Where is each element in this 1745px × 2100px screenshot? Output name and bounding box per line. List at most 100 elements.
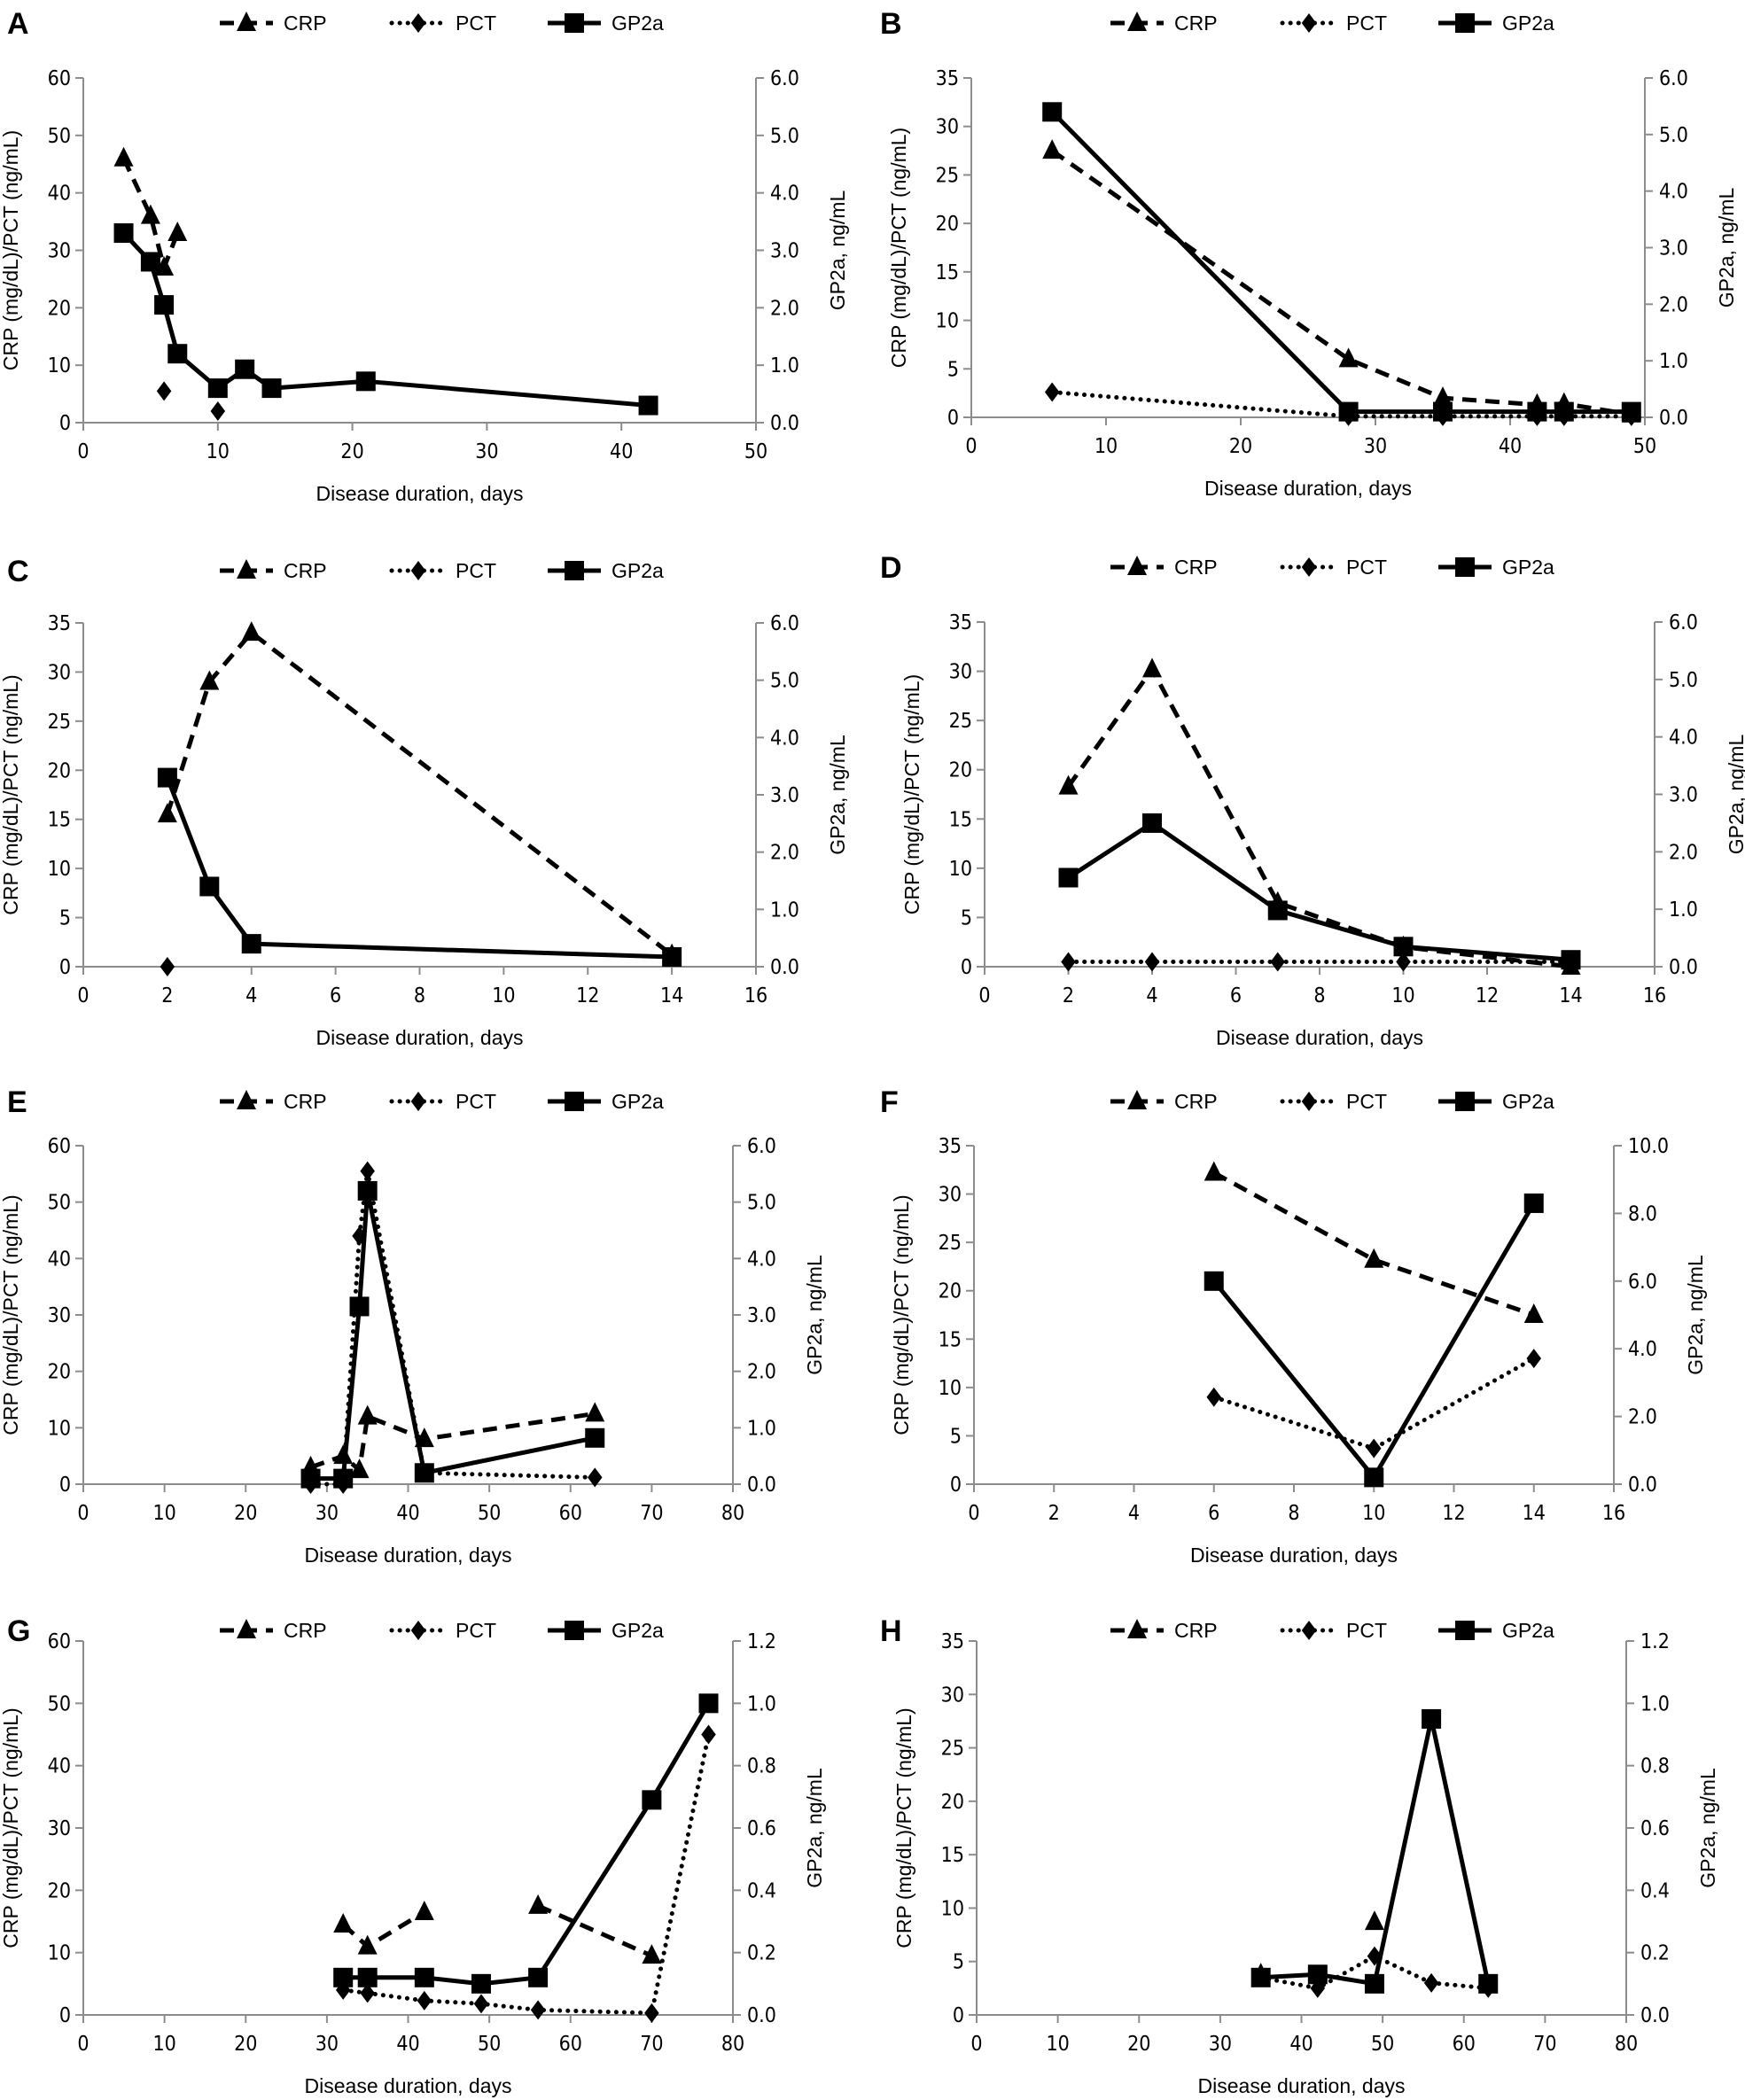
y2-tick-label: 3.0 [747, 1304, 776, 1327]
series-gp2a [113, 223, 658, 416]
x-axis-title: Disease duration, days [316, 1026, 524, 1049]
legend-label-gp2a: GP2a [1502, 1619, 1554, 1642]
y-tick-label: 10 [939, 1377, 962, 1400]
data-point-gp2a [638, 395, 658, 416]
y-tick-label: 20 [48, 297, 71, 320]
series-gp2a [1042, 102, 1641, 422]
series-pct [1206, 1349, 1541, 1458]
y2-axis-title: GP2a, ng/mL [803, 1255, 826, 1375]
y2-axis-title: GP2a, ng/mL [1696, 1768, 1719, 1888]
data-point-crp [357, 1934, 378, 1955]
legend-marker-triangle-icon [1127, 556, 1147, 575]
data-point-gp2a [167, 344, 188, 364]
y-tick-label: 10 [48, 858, 71, 881]
data-point-pct [1144, 952, 1160, 972]
y-tick-label: 60 [48, 1630, 71, 1653]
series-line-gp2a [1050, 110, 1632, 415]
data-point-gp2a [1393, 937, 1414, 957]
x-tick-label: 50 [1633, 435, 1656, 458]
y-tick-label: 60 [48, 1135, 71, 1158]
series-line-crp [537, 1903, 653, 1958]
data-point-gp2a [140, 252, 160, 272]
y2-tick-label: 0.0 [1669, 956, 1698, 979]
x-tick-label: 12 [576, 984, 599, 1007]
y-tick-label: 35 [936, 67, 959, 90]
legend-label-crp: CRP [284, 559, 327, 582]
data-point-crp [1142, 657, 1162, 678]
y2-tick-label: 2.0 [747, 1361, 776, 1384]
y-tick-label: 25 [48, 711, 71, 734]
data-point-gp2a [471, 1973, 491, 1994]
y2-tick-label: 0.8 [1640, 1755, 1670, 1778]
y-tick-label: 35 [941, 1630, 964, 1653]
y-tick-label: 10 [48, 1942, 71, 1965]
legend-label-pct: PCT [456, 12, 496, 35]
x-tick-label: 10 [152, 1502, 175, 1525]
legend-label-crp: CRP [284, 1619, 327, 1642]
legend-label-gp2a: GP2a [612, 1619, 664, 1642]
y-tick-label: 30 [48, 1817, 71, 1840]
y-tick-label: 60 [48, 67, 71, 90]
legend-marker-triangle-icon [1127, 12, 1147, 31]
data-point-gp2a [528, 1967, 549, 1987]
y2-axis-title: GP2a, ng/mL [1684, 1255, 1707, 1375]
legend-label-gp2a: GP2a [612, 1090, 664, 1113]
legend-marker-triangle-icon [1127, 1619, 1147, 1638]
y2-tick-label: 5.0 [1669, 669, 1698, 692]
x-tick-label: 14 [1559, 984, 1582, 1007]
y2-tick-label: 0.2 [747, 1942, 776, 1965]
y2-tick-label: 2.0 [1628, 1406, 1657, 1429]
series-gp2a [1204, 1193, 1544, 1488]
x-tick-label: 0 [77, 984, 89, 1007]
data-point-pct [1044, 382, 1060, 402]
data-point-pct [1270, 952, 1285, 972]
y2-tick-label: 0.6 [1640, 1817, 1670, 1840]
legend-label-pct: PCT [456, 559, 496, 582]
y-axis-title: CRP (mg/dL)/PCT (ng/mL) [0, 1194, 22, 1435]
y2-tick-label: 0.6 [747, 1817, 776, 1840]
data-point-pct [360, 1983, 375, 2003]
y-tick-label: 30 [48, 1304, 71, 1327]
series-gp2a [333, 1693, 719, 1994]
legend-marker-diamond-icon [1301, 557, 1317, 577]
data-point-gp2a [241, 934, 261, 954]
y2-tick-label: 2.0 [770, 842, 799, 865]
data-point-gp2a [1338, 401, 1359, 422]
y-axis-title: CRP (mg/dL)/PCT (ng/mL) [892, 1707, 915, 1948]
y-tick-label: 50 [48, 1692, 71, 1715]
x-tick-label: 6 [330, 984, 341, 1007]
panel-label: G [7, 1614, 30, 1648]
x-tick-label: 10 [492, 984, 515, 1007]
x-tick-label: 10 [1362, 1502, 1385, 1525]
data-point-gp2a [157, 767, 177, 788]
data-point-gp2a [1554, 401, 1574, 422]
data-point-gp2a [300, 1468, 321, 1489]
chart-svg: E CRP PCT GP2a 0 10 20 30 40 50 60 70 80 0 10 20 30 40 50 6… [0, 1085, 826, 1567]
y-tick-label: 30 [936, 116, 959, 139]
data-point-crp [1523, 1303, 1544, 1323]
x-tick-label: 16 [744, 984, 767, 1007]
y-tick-label: 50 [48, 1192, 71, 1215]
x-tick-label: 50 [744, 440, 767, 463]
y2-tick-label: 3.0 [770, 784, 799, 807]
y-tick-label: 10 [936, 310, 959, 333]
y2-tick-label: 1.0 [747, 1417, 776, 1440]
series-gp2a [300, 1180, 605, 1489]
x-tick-label: 20 [1127, 2033, 1150, 2056]
data-point-gp2a [1433, 401, 1453, 422]
legend-marker-square-icon [565, 1621, 584, 1640]
y-tick-label: 40 [48, 183, 71, 206]
x-tick-label: 80 [721, 2033, 744, 2056]
y-tick-label: 5 [961, 906, 972, 929]
y2-tick-label: 5.0 [747, 1192, 776, 1215]
x-tick-label: 14 [660, 984, 683, 1007]
series-gp2a [157, 767, 682, 968]
y-tick-label: 20 [48, 1361, 71, 1384]
x-tick-label: 8 [1313, 984, 1325, 1007]
x-tick-label: 4 [245, 984, 257, 1007]
y2-tick-label: 2.0 [770, 297, 799, 320]
series-gp2a [1058, 813, 1581, 970]
x-tick-label: 40 [610, 440, 633, 463]
y-tick-label: 15 [48, 809, 71, 832]
y2-tick-label: 0.0 [747, 2004, 776, 2027]
